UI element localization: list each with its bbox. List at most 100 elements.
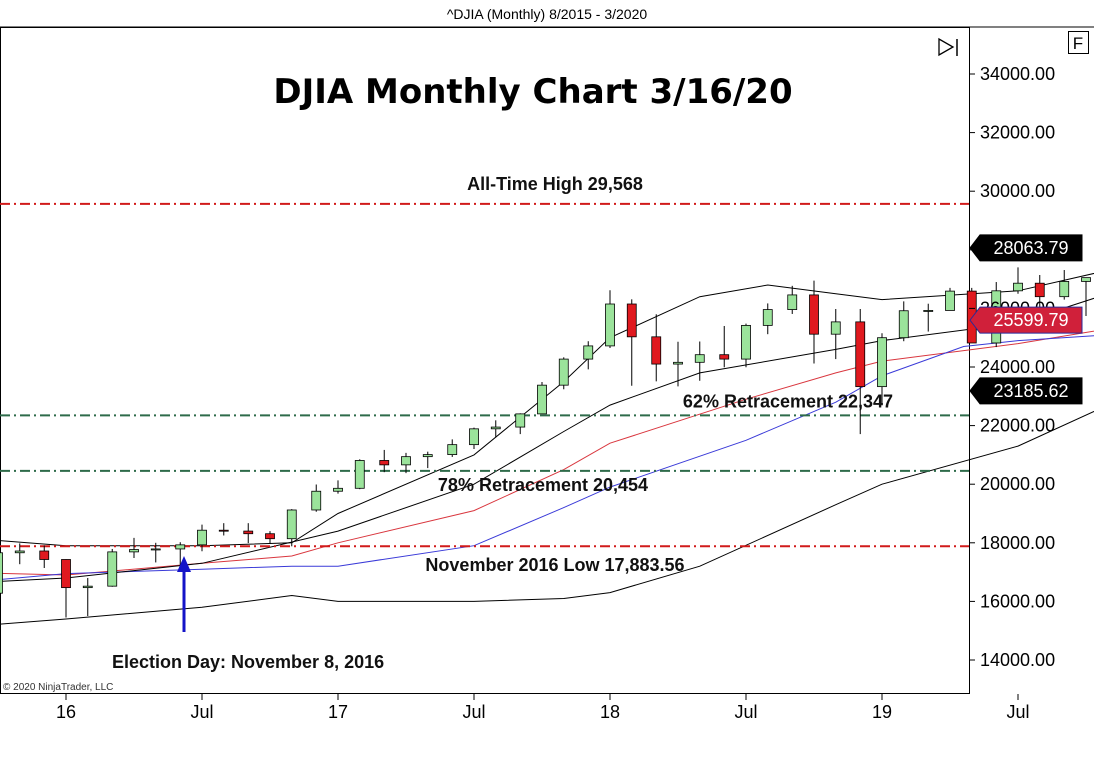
candle-up: [447, 439, 458, 457]
candle-up: [129, 537, 139, 559]
candle-up: [333, 480, 343, 494]
candle-body: [39, 550, 50, 560]
candle-body: [82, 585, 93, 589]
y-tick-label: 22000.00: [980, 416, 1055, 436]
candle-up: [0, 552, 3, 594]
election-arrow: [177, 556, 191, 632]
candle-body: [719, 354, 730, 360]
price-tag: 25599.79: [969, 306, 1083, 334]
candle-down: [379, 449, 390, 473]
candle-body: [422, 454, 433, 458]
price-tag-label: 25599.79: [993, 310, 1068, 330]
series-line-bb-lower: [0, 410, 1094, 625]
price-tag-label: 23185.62: [993, 381, 1068, 401]
candle-up: [898, 301, 909, 342]
x-tick-label: 16: [56, 702, 76, 722]
candle-up: [14, 543, 25, 565]
candle-up: [354, 459, 365, 490]
candle-body: [1013, 282, 1023, 292]
candle-body: [877, 337, 887, 388]
candle-up: [537, 381, 547, 415]
candle-body: [14, 550, 25, 554]
candle-down: [626, 299, 637, 386]
candle-body: [265, 533, 275, 540]
window-title: ^DJIA (Monthly) 8/2015 - 3/2020: [447, 6, 648, 22]
price-tag-label: 28063.79: [993, 238, 1068, 258]
candle-body: [311, 490, 322, 511]
candle-body: [61, 559, 71, 589]
candle-up: [422, 451, 433, 469]
candle-body: [333, 487, 343, 492]
candle-body: [175, 544, 186, 550]
candle-up: [150, 542, 161, 563]
candle-body: [537, 384, 547, 415]
candle-body: [673, 361, 683, 365]
candle-up: [1013, 267, 1023, 294]
candle-up: [558, 357, 569, 390]
candle-body: [898, 310, 909, 339]
y-tick-label: 18000.00: [980, 533, 1055, 553]
candle-body: [129, 549, 139, 553]
candle-up: [694, 341, 705, 381]
f-button[interactable]: F: [1068, 31, 1089, 54]
price-tag-bg: [969, 306, 1083, 334]
candle-body: [197, 529, 207, 546]
level-label: All-Time High 29,568: [467, 174, 643, 194]
candle-body: [490, 426, 501, 430]
y-tick-label: 34000.00: [980, 64, 1055, 84]
candle-up: [515, 413, 526, 435]
candle-body: [558, 358, 569, 386]
candle-body: [1059, 281, 1070, 298]
x-tick-label: Jul: [734, 702, 757, 722]
y-tick-label: 16000.00: [980, 591, 1055, 611]
candle-down: [719, 325, 730, 368]
plot-area: [0, 27, 970, 694]
candle-body: [787, 294, 798, 310]
candle-up: [673, 341, 683, 387]
x-tick-label: 19: [872, 702, 892, 722]
candle-body: [401, 456, 411, 466]
x-tick-label: Jul: [190, 702, 213, 722]
y-tick-label: 24000.00: [980, 357, 1055, 377]
y-tick-label: 20000.00: [980, 474, 1055, 494]
candle-body: [923, 310, 934, 312]
candle-body: [1081, 277, 1091, 282]
candle-body: [286, 509, 297, 540]
candle-up: [469, 427, 479, 450]
candle-up: [877, 333, 887, 406]
candle-body: [605, 303, 615, 347]
y-tick-label: 14000.00: [980, 650, 1055, 670]
candle-up: [490, 420, 501, 438]
candle-body: [1034, 282, 1045, 298]
candle-down: [809, 280, 819, 364]
candle-up: [923, 303, 934, 332]
x-tick-label: Jul: [1006, 702, 1029, 722]
candle-up: [762, 303, 773, 335]
level-label: 78% Retracement 20,454: [438, 475, 648, 495]
play-icon[interactable]: [938, 37, 958, 57]
candle-body: [762, 309, 773, 326]
candle-up: [286, 509, 297, 547]
price-tag: 28063.79: [969, 234, 1083, 262]
candle-body: [651, 336, 662, 365]
candle-up: [605, 290, 615, 348]
candle-body: [515, 413, 526, 428]
candle-body: [945, 290, 955, 311]
x-tick-label: 18: [600, 702, 620, 722]
price-tag-bg: [969, 377, 1083, 405]
candle-body: [218, 529, 229, 532]
candle-up: [197, 524, 207, 552]
candle-body: [243, 530, 254, 535]
price-tag: 23185.62: [969, 377, 1083, 405]
candle-body: [809, 294, 819, 335]
candle-down: [651, 314, 662, 382]
copyright: © 2020 NinjaTrader, LLC: [3, 682, 113, 693]
x-tick-label: 17: [328, 702, 348, 722]
candle-body: [741, 324, 751, 360]
candle-down: [855, 308, 866, 435]
series-line-sma-red: [0, 330, 1094, 576]
f-button-label: F: [1073, 34, 1083, 53]
candle-body: [150, 548, 161, 551]
candle-body: [447, 444, 458, 456]
